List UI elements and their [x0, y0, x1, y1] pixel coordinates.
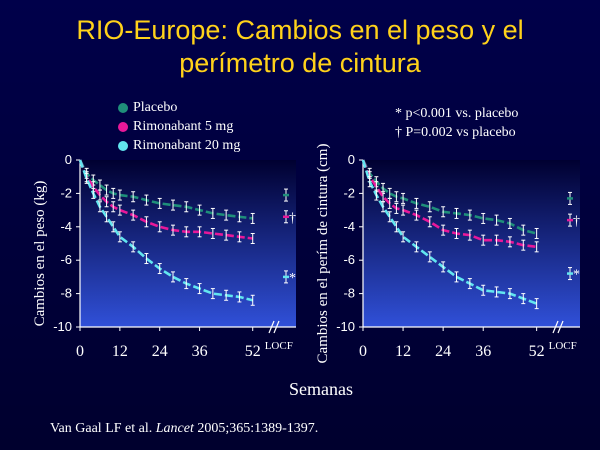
significance-marker: *: [573, 268, 580, 283]
legend-item-rimonabant-5mg: Rimonabant 5 mg: [118, 117, 240, 136]
x-tick-label: 52: [245, 343, 261, 360]
legend-item-rimonabant-20mg: Rimonabant 20 mg: [118, 136, 240, 155]
title-line-1: RIO-Europe: Cambios en el peso y el: [76, 15, 524, 45]
series-1: [361, 159, 573, 239]
x-axis-break-mark: [273, 320, 280, 334]
locf-label: LOCF: [549, 340, 577, 352]
y-tick-label: -4: [60, 219, 72, 234]
plot-area: [363, 160, 580, 327]
y-tick-label: -10: [336, 319, 355, 334]
legend-swatch-rimonabant-20mg: [118, 140, 128, 151]
y-tick-label: 0: [65, 152, 72, 167]
y-tick-label: -2: [343, 185, 355, 200]
x-tick-label: 12: [112, 343, 128, 360]
locf-label: LOCF: [265, 340, 293, 352]
citation: Van Gaal LF et al. Lancet 2005;365:1389-…: [50, 421, 318, 437]
y-tick-label: -8: [60, 286, 72, 301]
legend-label-placebo: Placebo: [133, 100, 178, 115]
legend-swatch-rimonabant-5mg: [118, 121, 128, 132]
x-tick-label: 52: [529, 343, 545, 360]
chart-legend: Placebo Rimonabant 5 mg Rimonabant 20 mg: [118, 98, 240, 155]
series-2: †: [361, 159, 580, 253]
series-3: *: [78, 159, 296, 306]
significance-marker: †: [573, 214, 580, 229]
citation-rest: 2005;365:1389-1397.: [197, 421, 319, 436]
y-axis-title: Cambios en el peso (kg): [32, 181, 48, 327]
legend-label-rimonabant-20mg: Rimonabant 20 mg: [133, 138, 241, 153]
significance-notes: * p<0.001 vs. placebo † P=0.002 vs place…: [395, 104, 518, 142]
series-3: *: [361, 159, 580, 310]
y-tick-label: -6: [343, 252, 355, 267]
y-tick-label: -4: [343, 219, 355, 234]
note-p-002: † P=0.002 vs placebo: [395, 125, 516, 140]
significance-marker: †: [289, 211, 296, 226]
significance-marker: *: [289, 271, 296, 286]
chart-panel-2: 0 -2 -4 -6 -8 -10 0 12 24 36 52 LOCF Cambios en el p…: [315, 144, 580, 364]
series-2: †: [78, 159, 296, 244]
y-tick-label: -10: [53, 319, 72, 334]
series-line: [361, 159, 537, 235]
chart-panel-1: 0 -2 -4 -6 -8 -10 0 12 24 36 52 LOCF Cambios en el p…: [32, 152, 296, 360]
x-tick-label: 24: [152, 343, 168, 360]
title-line-2: perímetro de cintura: [179, 48, 421, 78]
legend-label-rimonabant-5mg: Rimonabant 5 mg: [133, 119, 234, 134]
y-tick-label: -2: [60, 185, 72, 200]
x-tick-label: 0: [359, 343, 367, 360]
y-tick-label: 0: [348, 152, 355, 167]
note-p-001: * p<0.001 vs. placebo: [395, 106, 519, 121]
x-axis-break-mark: [268, 320, 275, 334]
x-tick-label: 24: [435, 343, 451, 360]
x-tick-label: 12: [395, 343, 411, 360]
legend-swatch-placebo: [118, 102, 128, 113]
slide-title: RIO-Europe: Cambios en el peso y el perí…: [0, 14, 600, 80]
x-tick-label: 36: [475, 343, 491, 360]
plot-area: [80, 160, 296, 327]
series-line: [361, 159, 538, 305]
x-axis-title: Semanas: [289, 379, 353, 399]
y-tick-label: -8: [343, 286, 355, 301]
x-tick-label: 36: [192, 343, 208, 360]
x-axis-break-mark: [557, 320, 564, 334]
citation-journal: Lancet: [155, 421, 194, 436]
y-tick-label: -6: [60, 252, 72, 267]
x-axis-break-mark: [552, 320, 559, 334]
series-1: [78, 159, 289, 224]
legend-item-placebo: Placebo: [118, 98, 240, 117]
citation-authors: Van Gaal LF et al.: [50, 421, 153, 436]
y-axis-title: Cambios en el perím de cintura (cm): [315, 144, 331, 364]
x-tick-label: 0: [76, 343, 84, 360]
